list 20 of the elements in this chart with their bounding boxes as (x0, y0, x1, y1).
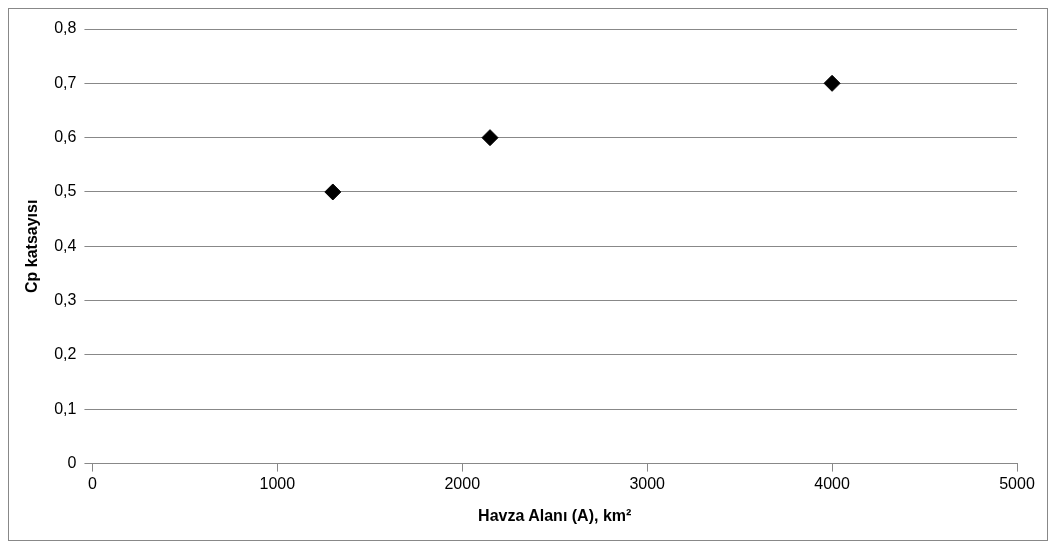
x-tick-label: 4000 (814, 474, 850, 492)
y-tick-label: 0,4 (54, 236, 77, 254)
x-tick-label: 2000 (444, 474, 481, 492)
y-tick-label: 0,3 (54, 291, 77, 309)
x-axis-title: Havza Alanı (A), km² (478, 506, 632, 524)
y-axis-title: Cp katsayısı (23, 199, 41, 293)
y-tick-label: 0,1 (54, 399, 77, 417)
point (481, 129, 499, 147)
x-tick-label: 1000 (259, 474, 296, 492)
point (324, 183, 342, 201)
y-tick-label: 0,8 (54, 19, 77, 37)
x-tick-label: 0 (87, 474, 97, 492)
y-tick-label: 0,2 (54, 345, 77, 363)
y-tick-label: 0,6 (54, 128, 77, 146)
y-tick-label: 0,5 (54, 182, 77, 200)
x-tick-label: 5000 (999, 474, 1035, 492)
point (823, 74, 841, 92)
y-tick-label: 0 (67, 454, 77, 472)
x-tick-label: 3000 (629, 474, 666, 492)
y-tick-label: 0,7 (54, 73, 77, 91)
